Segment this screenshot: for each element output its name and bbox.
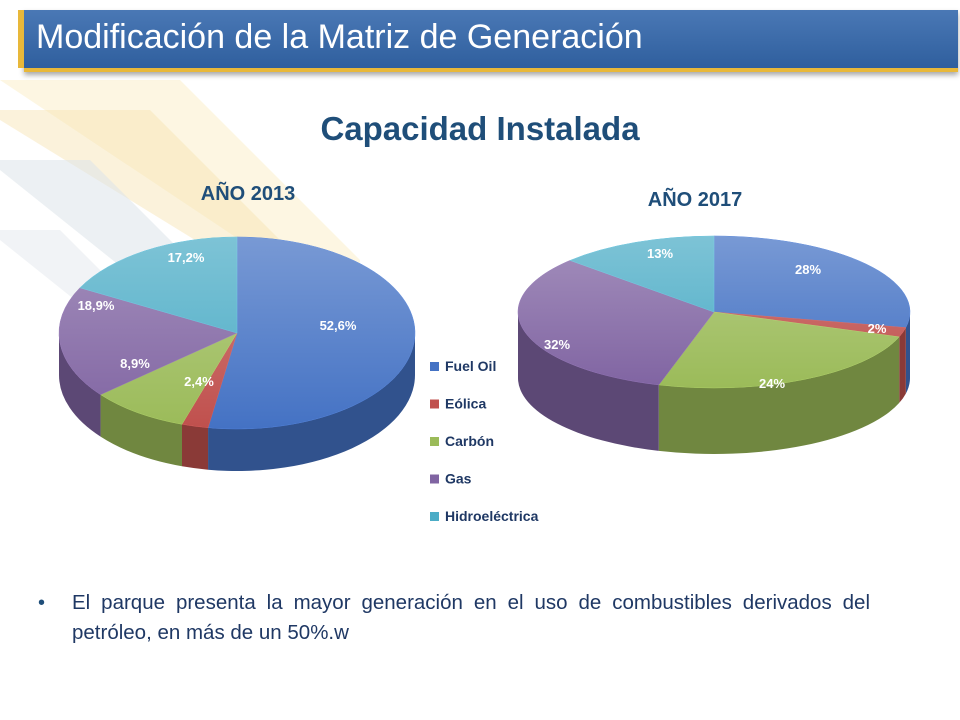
legend-swatch — [430, 512, 439, 521]
pie-shine — [518, 236, 910, 388]
data-label-eólica: 2,4% — [184, 374, 214, 389]
legend-label: Fuel Oil — [445, 358, 496, 374]
pie-side-fuel oil — [905, 312, 911, 394]
bullet-text: El parque presenta la mayor generación e… — [72, 591, 870, 644]
data-label-eólica: 2% — [868, 321, 887, 336]
chart-title: AÑO 2013 — [201, 182, 296, 205]
chart-title: AÑO 2017 — [648, 188, 743, 211]
legend-swatch — [430, 437, 439, 446]
pie-side-eólica — [899, 327, 906, 403]
chart-legend: Fuel Oil Eólica Carbón Gas Hidroeléctrica — [430, 358, 539, 524]
pie-side-gas — [59, 333, 101, 437]
data-label-carbón: 24% — [759, 376, 785, 391]
legend-label: Gas — [445, 471, 472, 487]
title-accent — [18, 10, 24, 68]
bullet-icon: • — [38, 592, 46, 614]
legend-swatch — [430, 362, 439, 371]
data-label-fuel oil: 52,6% — [320, 318, 357, 333]
pie-chart-2: 28% 2% 24% 32% 13% AÑO 2017 — [517, 188, 911, 454]
pie-side-fuel oil — [208, 333, 415, 472]
data-label-fuel oil: 28% — [795, 262, 821, 277]
pie-side-gas — [518, 312, 659, 451]
pie-shine — [59, 237, 415, 429]
data-label-gas: 18,9% — [78, 298, 115, 313]
title-bar: Modificación de la Matriz de Generación — [18, 10, 958, 72]
legend-label: Carbón — [445, 433, 494, 449]
chart-main-title: Capacidad Instalada — [320, 110, 640, 147]
pie-side-carbón — [658, 336, 900, 454]
data-label-hidroeléctrica: 17,2% — [168, 250, 205, 265]
data-label-carbón: 8,9% — [120, 356, 150, 371]
legend-swatch — [430, 399, 439, 409]
pie-side-eólica — [181, 424, 209, 470]
bullet-point: • El parque presenta la mayor generación… — [38, 588, 870, 648]
slide-title: Modificación de la Matriz de Generación — [36, 18, 643, 56]
legend-swatch — [430, 474, 439, 484]
pie-chart-1: 52,6% 2,4% 8,9% 18,9% 17,2% AÑO 2013 — [58, 182, 416, 472]
data-label-hidroeléctrica: 13% — [647, 246, 673, 261]
legend-label: Eólica — [445, 396, 486, 412]
pie-side-carbón — [100, 394, 182, 467]
data-label-gas: 32% — [544, 337, 570, 352]
legend-label: Hidroeléctrica — [445, 508, 539, 524]
